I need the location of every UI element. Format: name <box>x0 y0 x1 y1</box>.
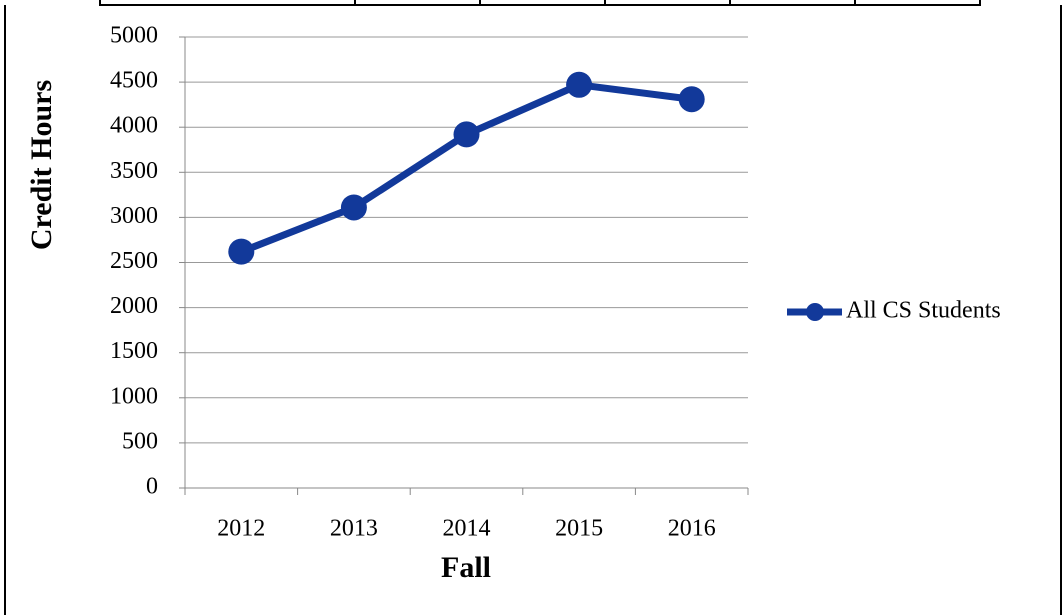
marker <box>340 194 367 221</box>
y-tick-label: 2500 <box>110 248 158 274</box>
y-tick-label: 2000 <box>110 293 158 319</box>
marker <box>453 121 480 148</box>
y-tick-label: 3000 <box>110 203 158 229</box>
legend-label: All CS Students <box>846 298 1001 324</box>
x-axis-label: Fall <box>441 551 491 584</box>
y-tick-label: 5000 <box>110 23 158 49</box>
line-series <box>240 81 693 255</box>
x-tick-label: 2012 <box>217 516 265 542</box>
y-tick-label: 0 <box>146 474 158 500</box>
marker <box>566 71 593 98</box>
marker <box>228 238 255 265</box>
legend-marker <box>806 303 824 321</box>
y-tick-label: 500 <box>122 428 158 454</box>
y-tick-label: 3500 <box>110 158 158 184</box>
y-tick-label: 4500 <box>110 68 158 94</box>
x-tick-label: 2013 <box>330 516 378 542</box>
frame <box>4 0 1062 615</box>
x-tick-label: 2016 <box>668 516 716 542</box>
y-tick-label: 1500 <box>110 338 158 364</box>
y-tick-label: 4000 <box>110 113 158 139</box>
y-axis-label: Credit Hours <box>25 80 58 250</box>
marker <box>678 86 705 113</box>
y-tick-label: 1000 <box>110 383 158 409</box>
x-tick-label: 2014 <box>443 516 491 542</box>
x-tick-label: 2015 <box>555 516 603 542</box>
